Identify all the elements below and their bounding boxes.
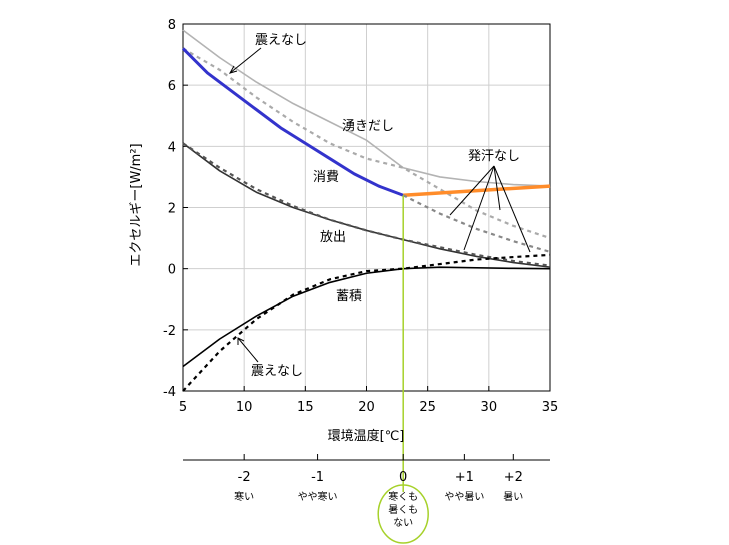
grid [183, 24, 550, 391]
arrow-no-sweat-1 [449, 165, 495, 216]
comfort-tick-label: 0 [399, 470, 407, 485]
series-line-8 [182, 253, 551, 392]
comfort-tick-label: +2 [504, 470, 523, 485]
series-group [181, 29, 551, 392]
series-line-4 [402, 194, 551, 253]
annotation-source: 湧きだし [342, 118, 394, 134]
series-line-1 [182, 47, 551, 240]
series-line-0 [182, 29, 551, 187]
annotation-shiver-none-top: 震えなし [255, 33, 307, 48]
arrowhead-shiver-none-top [228, 65, 238, 74]
neutral-circle [377, 484, 429, 544]
y-axis-label: エクセルギー[W/m²] [129, 143, 144, 266]
arrow-no-sweat-4 [493, 165, 531, 253]
arrow-no-sweat-2 [463, 165, 495, 251]
arrow-shiver-none-bottom [237, 337, 259, 363]
arrow-no-sweat-3 [493, 165, 501, 211]
comfort-desc-line: 暑くも [388, 504, 418, 516]
comfort-desc-line: ない [393, 517, 413, 529]
annotation-storage: 蓄積 [336, 289, 362, 304]
y-tick-label: 0 [168, 263, 176, 278]
x-tick-label: 10 [236, 400, 253, 415]
comfort-desc: やや寒い [298, 490, 338, 503]
y-tick-label: -4 [163, 385, 176, 400]
x-tick-label: 30 [481, 400, 498, 415]
y-tick-label: -2 [163, 324, 176, 339]
comfort-tick-label: -1 [311, 470, 324, 485]
series-line-7 [182, 266, 551, 368]
comfort-desc: 暑い [503, 491, 523, 503]
y-tick-label: 6 [168, 79, 176, 94]
x-axis-label: 環境温度[℃] [328, 428, 405, 444]
x-tick-label: 5 [179, 400, 187, 415]
arrowhead-shiver-none-bottom [237, 337, 245, 345]
x-tick-label: 35 [542, 400, 559, 415]
y-tick-label: 4 [168, 140, 176, 155]
annotation-release: 放出 [320, 230, 346, 245]
annotation-arrows [228, 47, 531, 363]
arrow-shiver-none-top [229, 47, 262, 74]
x-tick-label: 25 [419, 400, 436, 415]
axis-ticks: 5 10 15 20 25 30 35 -4 -2 0 2 4 6 8 [163, 18, 558, 415]
annotation-consumption: 消費 [313, 170, 339, 185]
series-line-2 [181, 47, 404, 197]
comfort-tick-label: +1 [455, 470, 474, 485]
comfort-desc: 寒い [234, 490, 254, 503]
comfort-desc: やや暑い [444, 491, 484, 503]
marker-group [377, 195, 429, 544]
annotation-no-sweat: 発汗なし [468, 149, 520, 164]
y-tick-label: 2 [168, 202, 176, 217]
x-tick-label: 20 [358, 400, 375, 415]
annotation-shiver-none-bottom: 震えなし [251, 364, 303, 379]
series-line-6 [182, 142, 551, 267]
comfort-desc-line: 寒くも [388, 490, 418, 503]
series-line-3 [403, 184, 551, 198]
comfort-tick-label: -2 [238, 470, 251, 485]
x-tick-label: 15 [297, 400, 314, 415]
y-tick-label: 8 [168, 18, 176, 33]
